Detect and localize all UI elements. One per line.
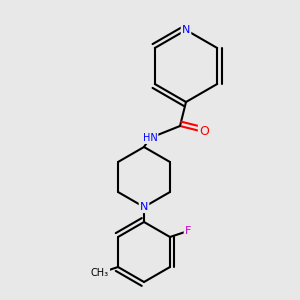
Text: HN: HN xyxy=(142,133,158,143)
Text: O: O xyxy=(199,125,209,139)
Text: CH₃: CH₃ xyxy=(91,268,109,278)
Text: N: N xyxy=(182,25,190,35)
Text: F: F xyxy=(185,226,191,236)
Text: N: N xyxy=(140,202,148,212)
